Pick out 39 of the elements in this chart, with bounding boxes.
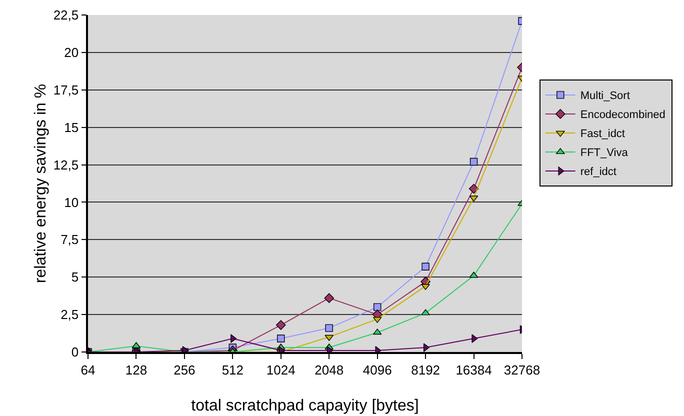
y-tick-label: 22,5 — [53, 8, 79, 23]
legend-label: FFT_Viva — [580, 147, 629, 160]
legend-label: Encodecombined — [580, 109, 666, 122]
point — [423, 343, 430, 352]
point — [421, 309, 430, 316]
legend-label: Fast_idct — [580, 128, 625, 140]
x-tick-label: 128 — [125, 362, 148, 378]
y-tick-label: 12,5 — [53, 157, 79, 172]
point — [422, 262, 430, 270]
y-tick-label: 10 — [64, 194, 79, 210]
x-tick-label: 32768 — [504, 362, 540, 378]
point — [276, 320, 286, 330]
x-tick-label: 2048 — [314, 362, 344, 378]
x-tick-label: 64 — [80, 362, 96, 378]
point — [324, 293, 334, 303]
point — [277, 334, 285, 342]
y-tick-label: 7,5 — [60, 232, 79, 248]
y-tick-label: 17,5 — [53, 82, 79, 98]
x-tick-label: 1024 — [266, 362, 296, 378]
point — [470, 158, 478, 166]
point — [373, 303, 382, 311]
y-tick-label: 5 — [71, 270, 79, 285]
y-tick-label: 15 — [64, 120, 79, 135]
y-axis-title: relative energy savings in % — [32, 84, 50, 284]
legend-label: Multi_Sort — [580, 90, 630, 102]
y-tick-label: 2,5 — [60, 307, 79, 322]
x-tick-label: 4096 — [362, 362, 392, 378]
x-axis-title: total scratchpad capayity [bytes] — [191, 398, 419, 414]
y-tick-label: 20 — [64, 44, 79, 60]
x-tick-label: 256 — [174, 362, 196, 378]
point — [230, 334, 237, 343]
x-tick-label: 512 — [222, 362, 244, 378]
point — [468, 184, 479, 194]
x-tick-label: 8192 — [411, 362, 440, 378]
point — [472, 334, 478, 343]
point — [325, 324, 333, 332]
y-tick-label: 0 — [71, 344, 79, 360]
x-tick-label: 16384 — [456, 362, 492, 378]
legend-label: ref_idct — [580, 166, 616, 178]
